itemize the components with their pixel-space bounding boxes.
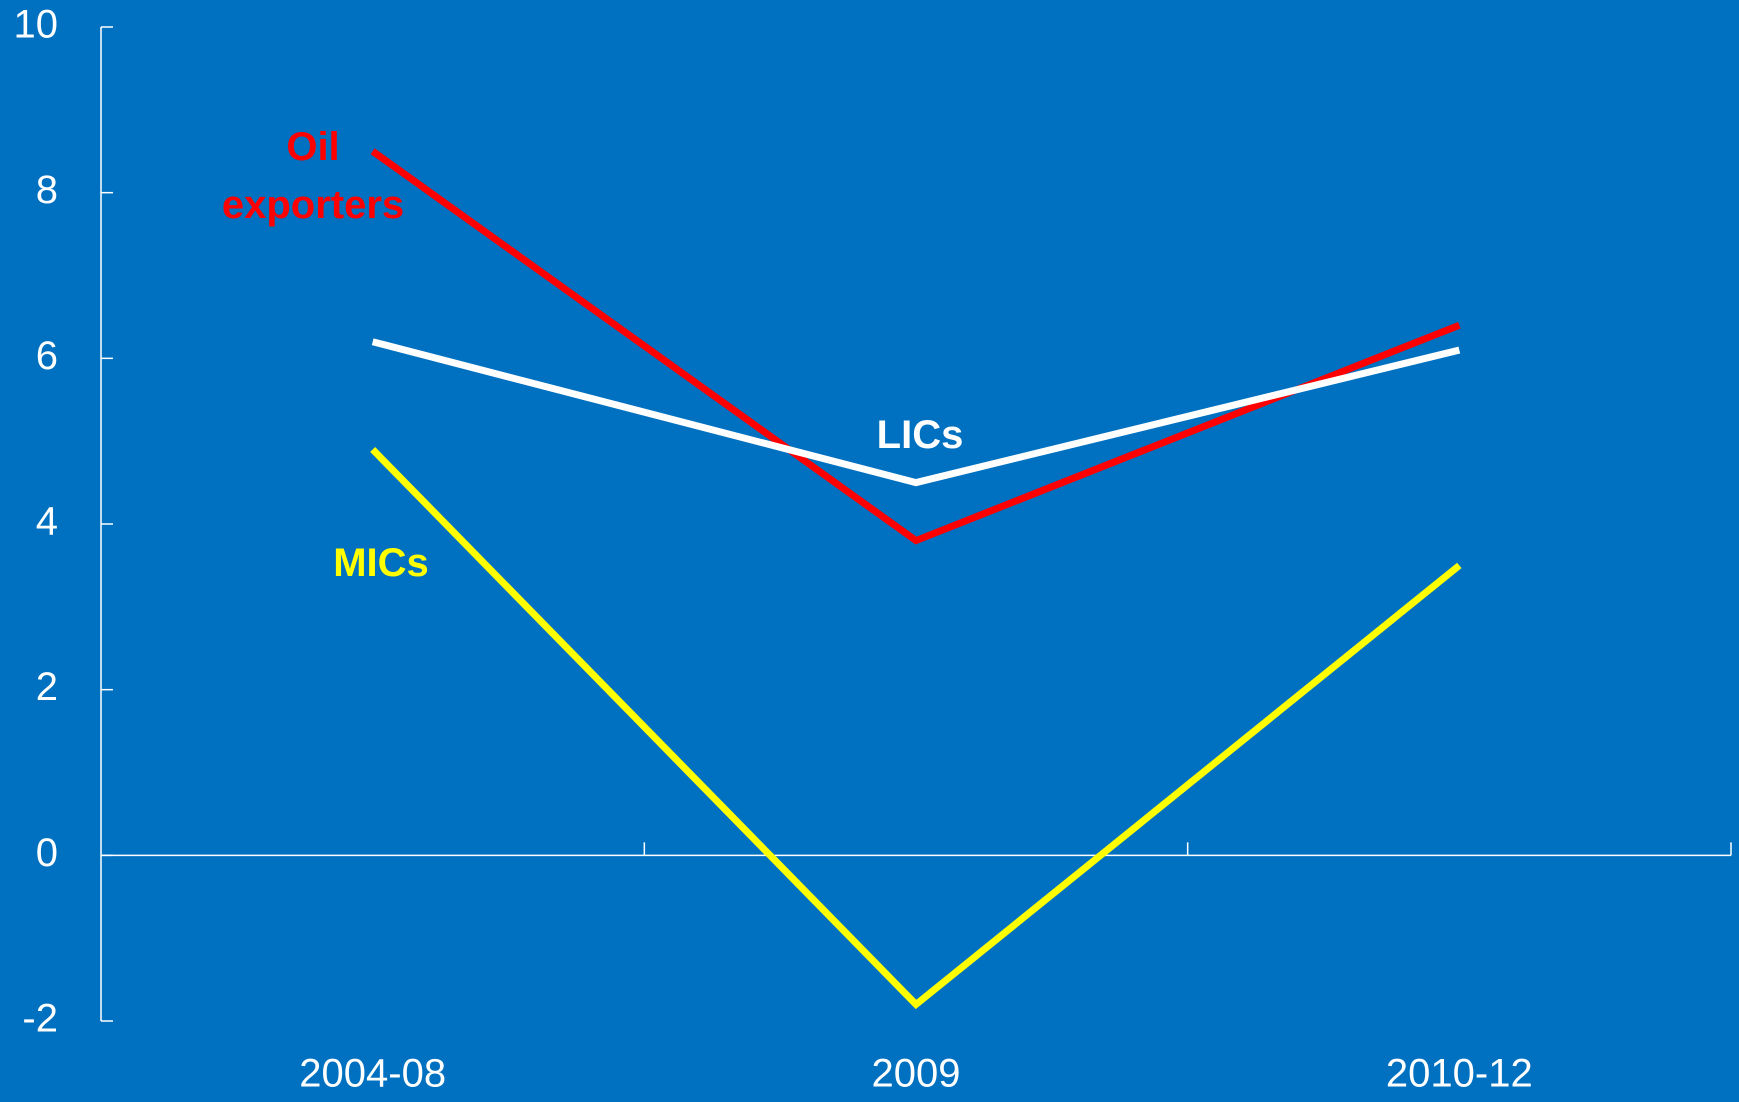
- series-line: [370, 447, 1462, 1010]
- series-label: Oil exporters: [221, 125, 405, 227]
- y-tick-label: 10: [14, 3, 59, 47]
- series-label: MICs: [333, 541, 429, 585]
- y-tick-label: 6: [36, 334, 58, 378]
- series-line: [371, 338, 1461, 487]
- x-tick-label: 2010-12: [1386, 1052, 1533, 1096]
- x-tick-label: 2009: [872, 1052, 961, 1096]
- y-tick-label: 4: [36, 500, 58, 544]
- y-tick-label: 8: [36, 168, 58, 212]
- y-tick-label: -2: [22, 997, 58, 1041]
- x-tick-label: 2004-08: [299, 1052, 446, 1096]
- y-tick-label: 2: [36, 665, 58, 709]
- series-label: LICs: [876, 413, 964, 457]
- y-tick-label: 0: [36, 831, 58, 875]
